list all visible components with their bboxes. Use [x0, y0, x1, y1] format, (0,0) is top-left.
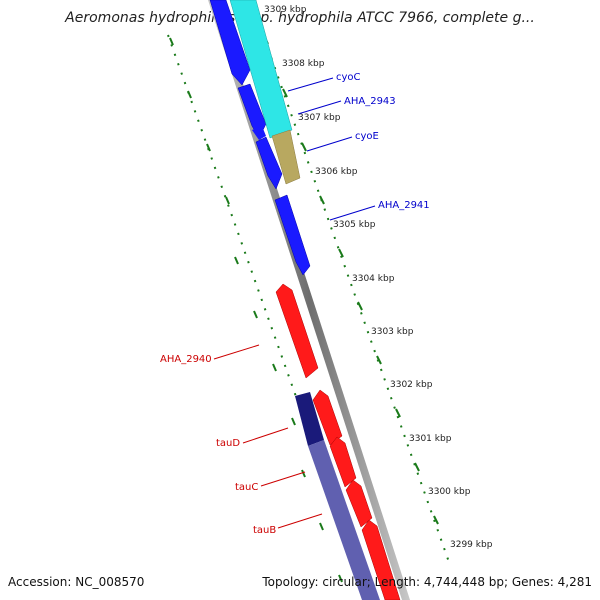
cds-tauB [345, 479, 373, 528]
tick-label: 3304 kbp [352, 274, 395, 284]
tick-label: 3307 kbp [298, 113, 341, 123]
tick-label: 3306 kbp [315, 167, 358, 177]
lavender-feature [308, 440, 380, 600]
accession-label: Accession: NC_008570 [8, 575, 145, 589]
cds-AHA_2941 [274, 194, 311, 276]
tick-label: 3302 kbp [390, 380, 433, 390]
gene-label-tauC: tauC [235, 482, 258, 493]
outer-ruler-major-ticks [263, 35, 439, 525]
tan-feature [271, 129, 301, 185]
cds-cyoE [255, 136, 283, 190]
tick-label: 3308 kbp [282, 59, 325, 69]
cds-tauC [329, 436, 357, 488]
tick-label: 3305 kbp [333, 220, 376, 230]
cds-AHA_2943b [252, 126, 266, 140]
navy-feature [295, 392, 324, 446]
backbone [208, 0, 410, 600]
cds-tauD [312, 389, 343, 446]
gene-label-AHA_2940: AHA_2940 [160, 354, 212, 365]
reverse-strand-features [275, 283, 401, 600]
tick-label: 3299 kbp [450, 540, 493, 550]
cds-AHA_2940 [275, 283, 319, 379]
genome-summary: Topology: circular; Length: 4,744,448 bp… [262, 575, 592, 589]
reverse-gene-labels: AHA_2940 tauD tauC tauB [160, 344, 323, 536]
map-title: Aeromonas hydrophila subsp. hydrophila A… [65, 10, 535, 26]
forward-strand-features [209, 0, 311, 276]
gene-label-AHA_2943: AHA_2943 [344, 96, 396, 107]
inner-ruler-major-ticks [169, 37, 343, 583]
tick-label: 3309 kbp [264, 5, 307, 15]
tick-label: 3303 kbp [371, 327, 414, 337]
tick-label: 3301 kbp [409, 434, 452, 444]
gene-label-tauD: tauD [216, 438, 240, 449]
gene-label-AHA_2941: AHA_2941 [378, 200, 430, 211]
outer-ruler [257, 19, 451, 566]
forward-gene-labels: cyoC AHA_2943 cyoE AHA_2941 [287, 72, 430, 221]
cds-cyoC [209, 0, 251, 86]
gene-label-tauB: tauB [253, 525, 276, 536]
cds-next [361, 519, 401, 600]
gene-label-cyoC: cyoC [336, 72, 361, 83]
tick-labels: 3309 kbp 3308 kbp 3307 kbp 3306 kbp 3305… [264, 5, 493, 550]
cyan-feature [229, 0, 293, 139]
gene-label-cyoE: cyoE [355, 131, 379, 142]
tick-label: 3300 kbp [428, 487, 471, 497]
